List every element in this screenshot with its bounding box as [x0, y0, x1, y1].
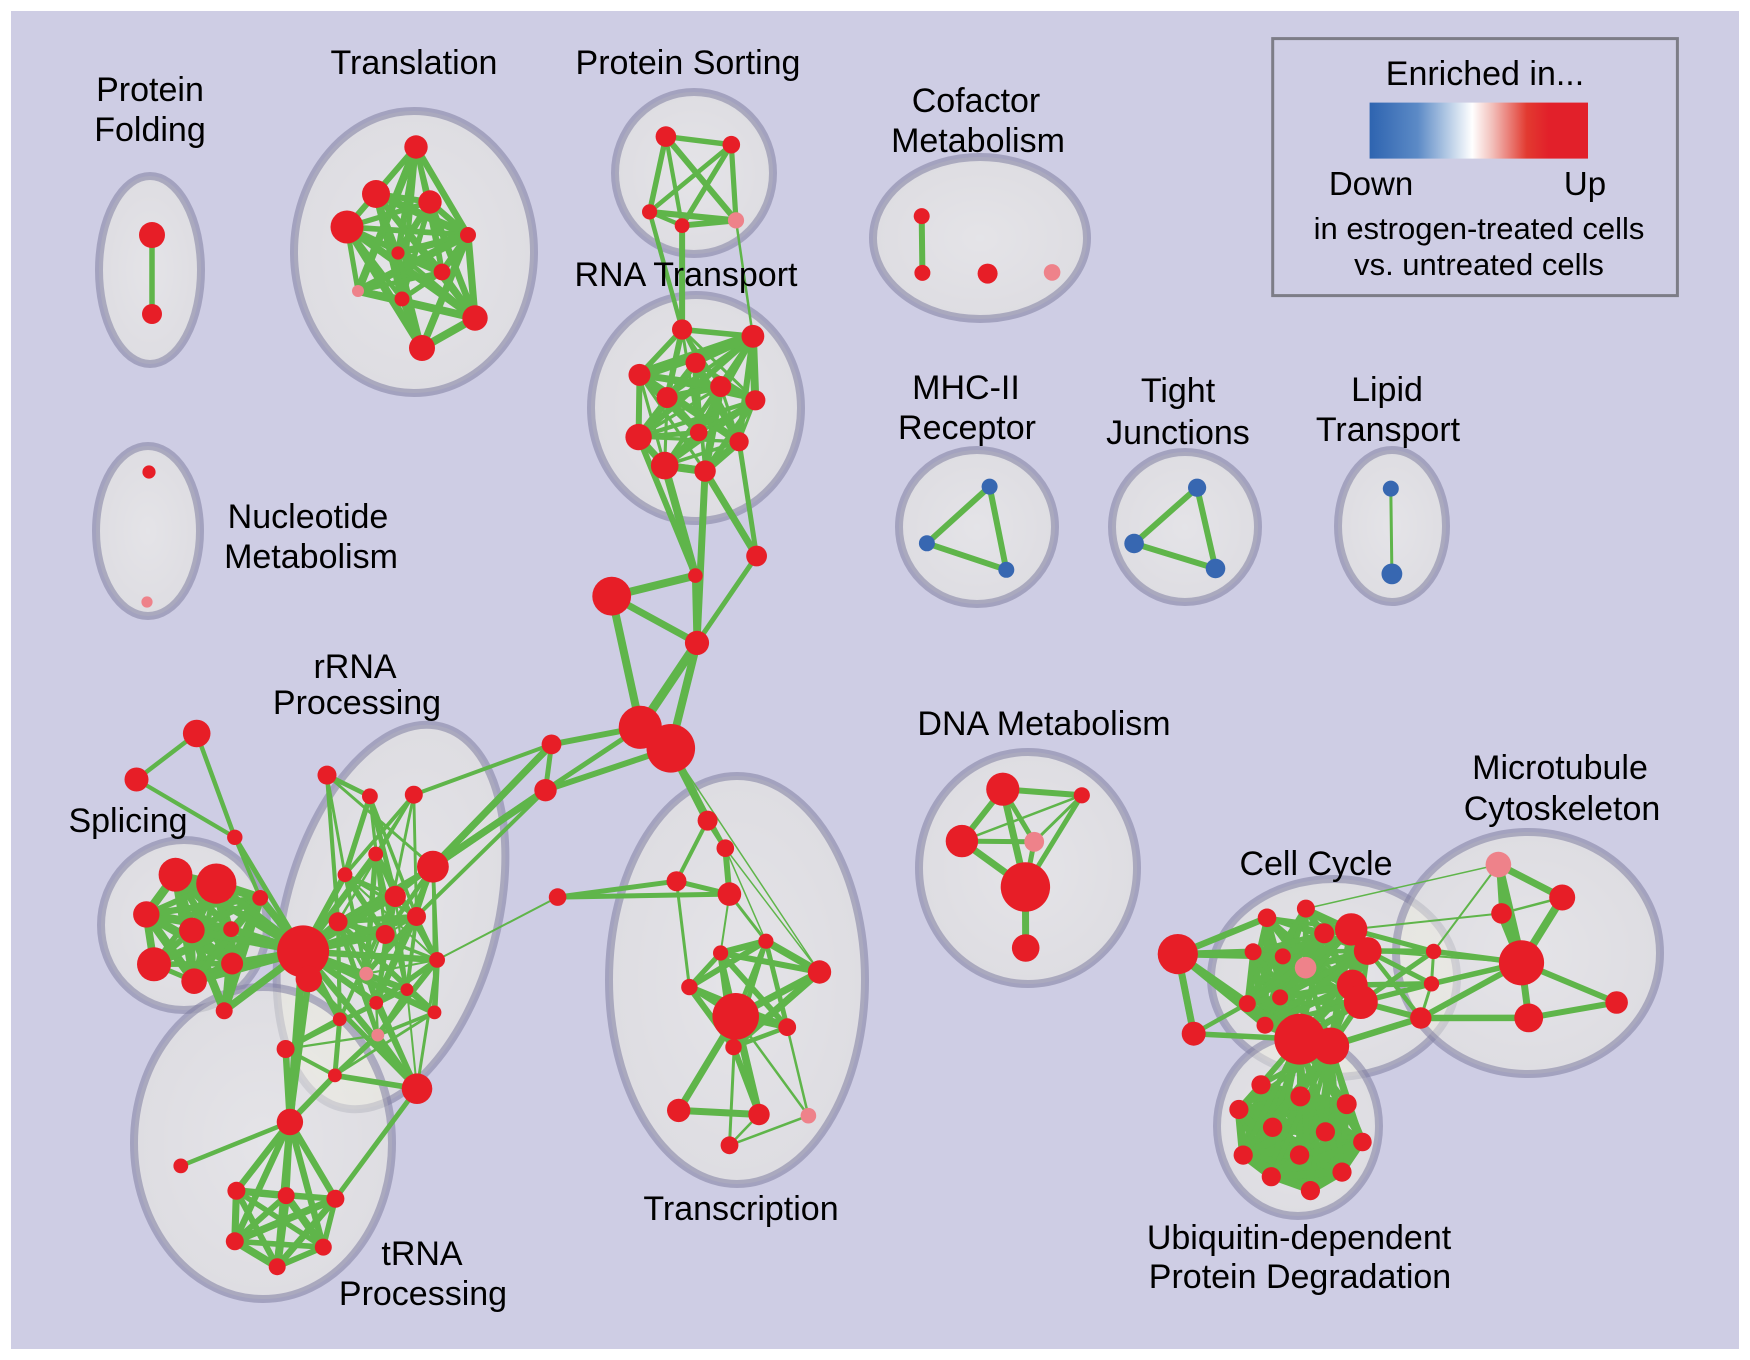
svg-text:Cytoskeleton: Cytoskeleton	[1464, 790, 1661, 828]
svg-text:Protein Degradation: Protein Degradation	[1149, 1258, 1451, 1296]
svg-text:MHC-II: MHC-II	[912, 369, 1020, 407]
svg-text:Up: Up	[1564, 165, 1606, 202]
svg-text:Transport: Transport	[1316, 411, 1461, 449]
svg-text:Cell Cycle: Cell Cycle	[1239, 845, 1392, 883]
svg-text:Cofactor: Cofactor	[912, 82, 1041, 120]
svg-text:Protein: Protein	[96, 71, 204, 109]
svg-text:Transcription: Transcription	[643, 1190, 838, 1228]
svg-text:Tight: Tight	[1141, 372, 1216, 410]
svg-text:Processing: Processing	[273, 684, 441, 722]
svg-text:tRNA: tRNA	[381, 1235, 463, 1273]
svg-text:Metabolism: Metabolism	[891, 122, 1065, 160]
svg-text:Protein Sorting: Protein Sorting	[576, 44, 801, 82]
svg-text:Lipid: Lipid	[1351, 371, 1423, 409]
svg-text:RNA Transport: RNA Transport	[575, 256, 799, 294]
svg-text:Junctions: Junctions	[1106, 414, 1250, 452]
svg-text:Receptor: Receptor	[898, 409, 1036, 447]
svg-text:rRNA: rRNA	[313, 648, 396, 686]
svg-text:Enriched in...: Enriched in...	[1386, 55, 1584, 93]
svg-text:Nucleotide: Nucleotide	[228, 498, 389, 536]
svg-text:Processing: Processing	[339, 1275, 507, 1313]
svg-text:Microtubule: Microtubule	[1472, 749, 1648, 787]
svg-text:Down: Down	[1329, 165, 1413, 202]
svg-text:Translation: Translation	[331, 44, 498, 82]
svg-text:Folding: Folding	[94, 111, 206, 149]
svg-text:vs. untreated cells: vs. untreated cells	[1354, 247, 1604, 282]
svg-text:in estrogen-treated cells: in estrogen-treated cells	[1314, 211, 1645, 246]
svg-text:Metabolism: Metabolism	[224, 538, 398, 576]
svg-text:DNA Metabolism: DNA Metabolism	[917, 705, 1170, 743]
svg-text:Splicing: Splicing	[68, 802, 187, 840]
svg-text:Ubiquitin-dependent: Ubiquitin-dependent	[1147, 1219, 1452, 1257]
